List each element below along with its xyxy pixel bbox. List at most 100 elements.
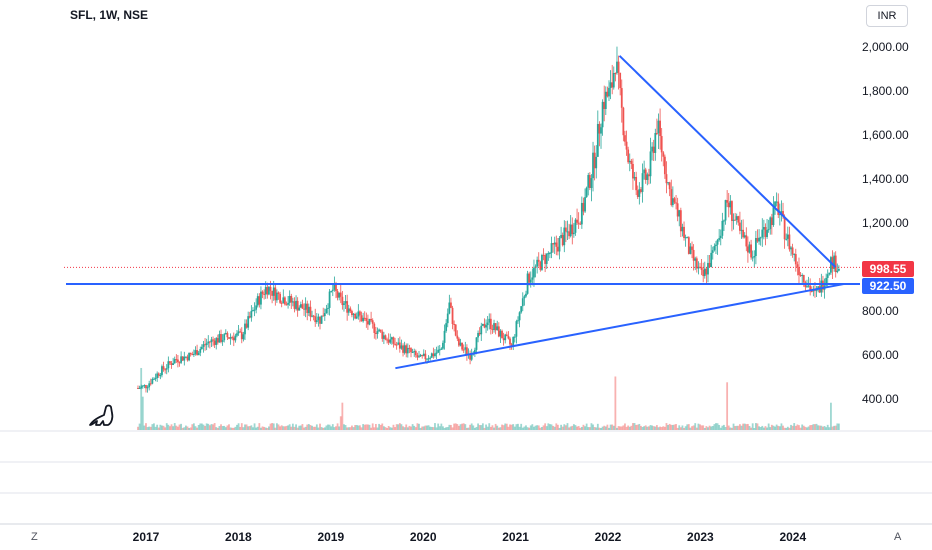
candle-body — [509, 338, 511, 345]
volume-bar — [644, 425, 647, 430]
volume-bar — [450, 424, 452, 430]
volume-bar — [370, 427, 373, 430]
volume-bar — [467, 427, 470, 430]
candle-body — [459, 342, 462, 346]
candle-body — [558, 237, 561, 252]
volume-bar — [553, 426, 556, 430]
candle-body — [414, 351, 417, 356]
volume-bar — [288, 424, 291, 430]
volume-bar — [547, 423, 550, 430]
volume-bar — [220, 424, 222, 430]
candle-body — [253, 309, 256, 311]
candle-body — [584, 197, 586, 212]
volume-bar — [335, 426, 337, 430]
candle-body — [756, 238, 759, 242]
volume-bar — [240, 423, 243, 430]
volume-bar — [298, 425, 301, 430]
candle-body — [481, 323, 484, 326]
candle-body — [448, 302, 451, 314]
volume-bar — [162, 425, 165, 430]
volume-bar — [197, 424, 200, 430]
candle-body — [825, 277, 828, 286]
candle-body — [367, 321, 369, 325]
candle-body — [598, 123, 601, 134]
candle-body — [753, 255, 756, 258]
volume-bar — [408, 425, 411, 430]
volume-bar — [290, 426, 293, 430]
candle-body — [557, 246, 559, 252]
candle-body — [766, 230, 768, 237]
candle-body — [169, 361, 171, 364]
volume-bar — [285, 425, 288, 430]
candle-body — [239, 331, 242, 333]
volume-bar — [654, 426, 657, 430]
candle-body — [296, 300, 299, 311]
volume-bar — [790, 424, 792, 430]
volume-bar — [177, 426, 179, 430]
candle-body — [788, 234, 791, 250]
volume-bar — [675, 424, 677, 430]
candle-body — [287, 302, 289, 305]
candle-body — [234, 335, 237, 341]
candle-body — [303, 308, 305, 310]
candle-body — [679, 210, 682, 232]
candle-body — [475, 337, 478, 350]
volume-bar — [691, 426, 693, 430]
candle-body — [555, 242, 558, 247]
candle-body — [196, 350, 198, 356]
volume-bar — [549, 424, 551, 430]
volume-bar — [453, 423, 456, 430]
candle-body — [301, 304, 304, 309]
candle-body — [456, 335, 459, 339]
volume-bar — [451, 427, 454, 430]
volume-bar — [687, 424, 690, 430]
volume-bar — [815, 423, 818, 430]
volume-bar — [339, 416, 342, 430]
volume-bar — [256, 426, 259, 430]
volume-bar — [705, 426, 708, 430]
volume-bar — [191, 424, 194, 430]
volume-bar — [620, 426, 623, 430]
volume-bar — [767, 423, 770, 430]
candle-body — [218, 334, 221, 343]
candle-body — [624, 135, 626, 142]
volume-bar — [833, 425, 836, 430]
volume-bar — [202, 424, 205, 430]
candle-body — [533, 267, 535, 278]
candle-body — [689, 246, 692, 254]
volume-bar — [667, 424, 669, 430]
candle-body — [360, 315, 363, 322]
candle-body — [726, 200, 729, 203]
volume-bar — [663, 426, 666, 430]
candle-body — [668, 182, 671, 190]
support-price-tag: 922.50 — [862, 278, 914, 294]
volume-bar — [189, 427, 192, 430]
volume-bar — [521, 427, 524, 430]
currency-button[interactable]: INR — [866, 5, 908, 27]
volume-bar — [823, 426, 826, 430]
volume-bar — [148, 426, 151, 430]
candle-body — [609, 82, 612, 88]
volume-bar — [464, 424, 467, 430]
candle-body — [339, 292, 342, 297]
volume-bar — [274, 427, 277, 430]
volume-bar — [245, 424, 248, 430]
candle-body — [394, 343, 396, 345]
candle-body — [628, 160, 631, 163]
volume-bar — [255, 427, 258, 430]
time-tick-label: 2023 — [687, 530, 714, 544]
volume-bar — [306, 424, 309, 430]
timezone-button[interactable]: Z — [31, 531, 38, 543]
volume-bar — [272, 423, 275, 430]
auto-scale-button[interactable]: A — [894, 531, 902, 543]
volume-bar — [363, 424, 366, 430]
candle-body — [180, 356, 183, 363]
volume-bar — [569, 426, 572, 430]
volume-bar — [673, 424, 676, 430]
volume-bar — [186, 426, 189, 430]
volume-bar — [143, 425, 146, 430]
volume-bar — [422, 426, 425, 430]
candle-body — [782, 211, 784, 217]
candle-body — [700, 267, 703, 270]
